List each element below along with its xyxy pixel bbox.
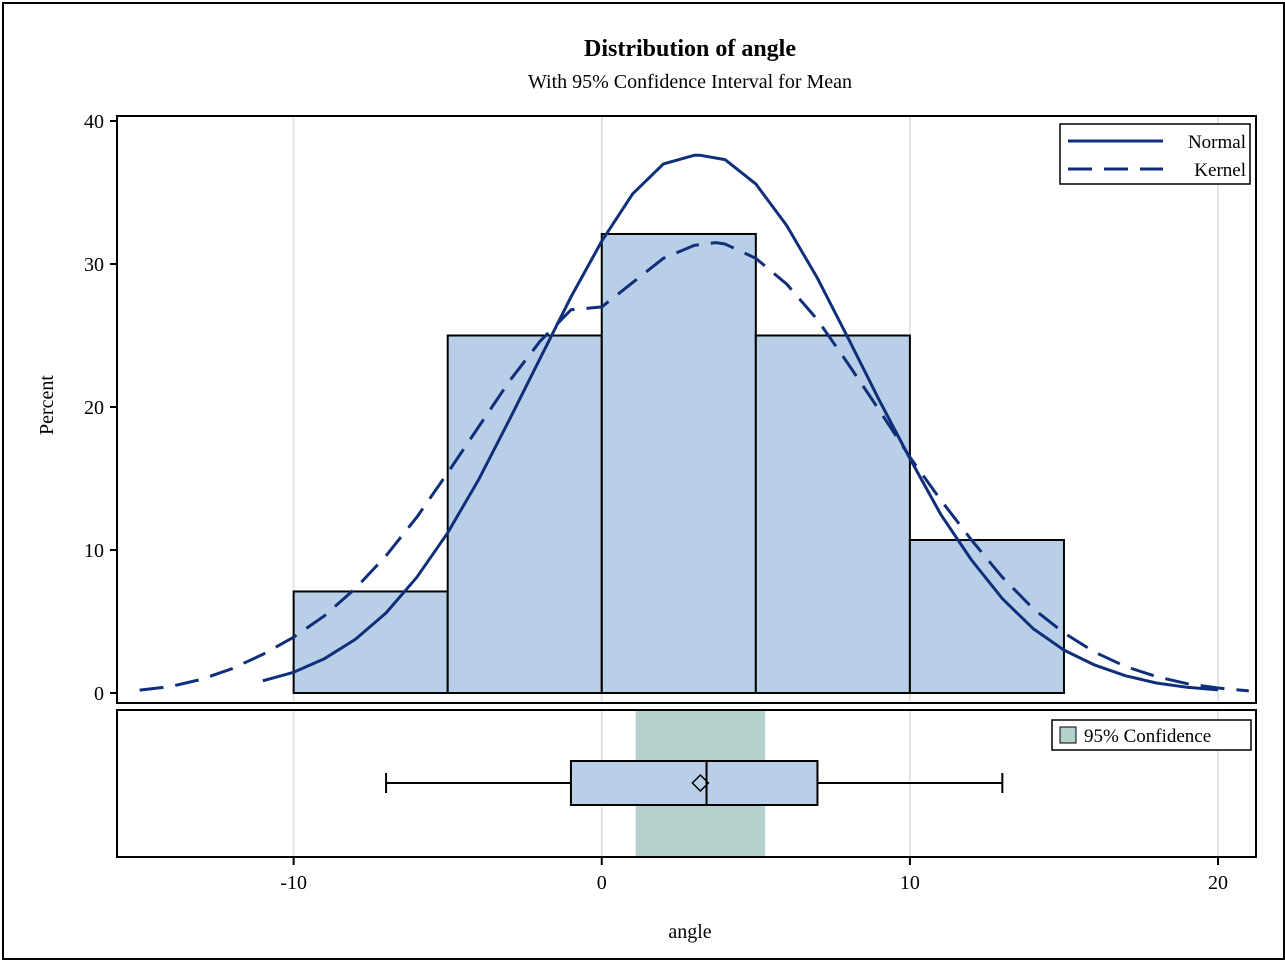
legend-normal-label: Normal <box>1188 132 1246 153</box>
y-tick-label: 30 <box>84 254 104 276</box>
legend-kernel-label: Kernel <box>1194 160 1246 181</box>
y-axis-label: Percent <box>36 375 58 435</box>
ci-legend-box <box>1051 719 1252 751</box>
histogram-bar <box>292 590 449 694</box>
ci-legend-swatch <box>1059 726 1077 744</box>
histogram-bars <box>292 232 1065 694</box>
histogram-panel <box>116 115 1257 704</box>
x-tick-label: 20 <box>1208 872 1228 894</box>
ci-legend: 95% Confidence <box>1051 719 1252 751</box>
curve-legend: Normal Kernel <box>1059 123 1251 185</box>
legend-box <box>1059 123 1251 185</box>
x-tick-label: 10 <box>900 872 920 894</box>
histogram-bar <box>446 334 603 694</box>
iqr-box <box>569 760 819 806</box>
histogram-bar <box>908 538 1065 694</box>
chart-title: Distribution of angle <box>584 36 796 62</box>
density-curves <box>139 153 1249 693</box>
x-tick-label: 0 <box>597 872 607 894</box>
y-tick-label: 10 <box>84 540 104 562</box>
x-tick-label: -10 <box>280 872 307 894</box>
y-axis: 0 10 20 30 40 <box>84 111 117 705</box>
ci-legend-label: 95% Confidence <box>1084 726 1211 747</box>
y-tick-label: 0 <box>94 683 104 705</box>
normal-curve <box>262 153 1219 692</box>
box-plot <box>385 760 1004 806</box>
histogram-bar <box>754 334 911 694</box>
histogram-bar <box>600 232 757 694</box>
y-tick-label: 40 <box>84 111 104 133</box>
boxplot-panel <box>116 709 1257 858</box>
x-axis: -10 0 10 20 <box>280 857 1228 894</box>
x-axis-label: angle <box>668 921 711 943</box>
y-tick-label: 20 <box>84 397 104 419</box>
chart-subtitle: With 95% Confidence Interval for Mean <box>528 71 852 93</box>
mean-marker <box>691 773 710 793</box>
